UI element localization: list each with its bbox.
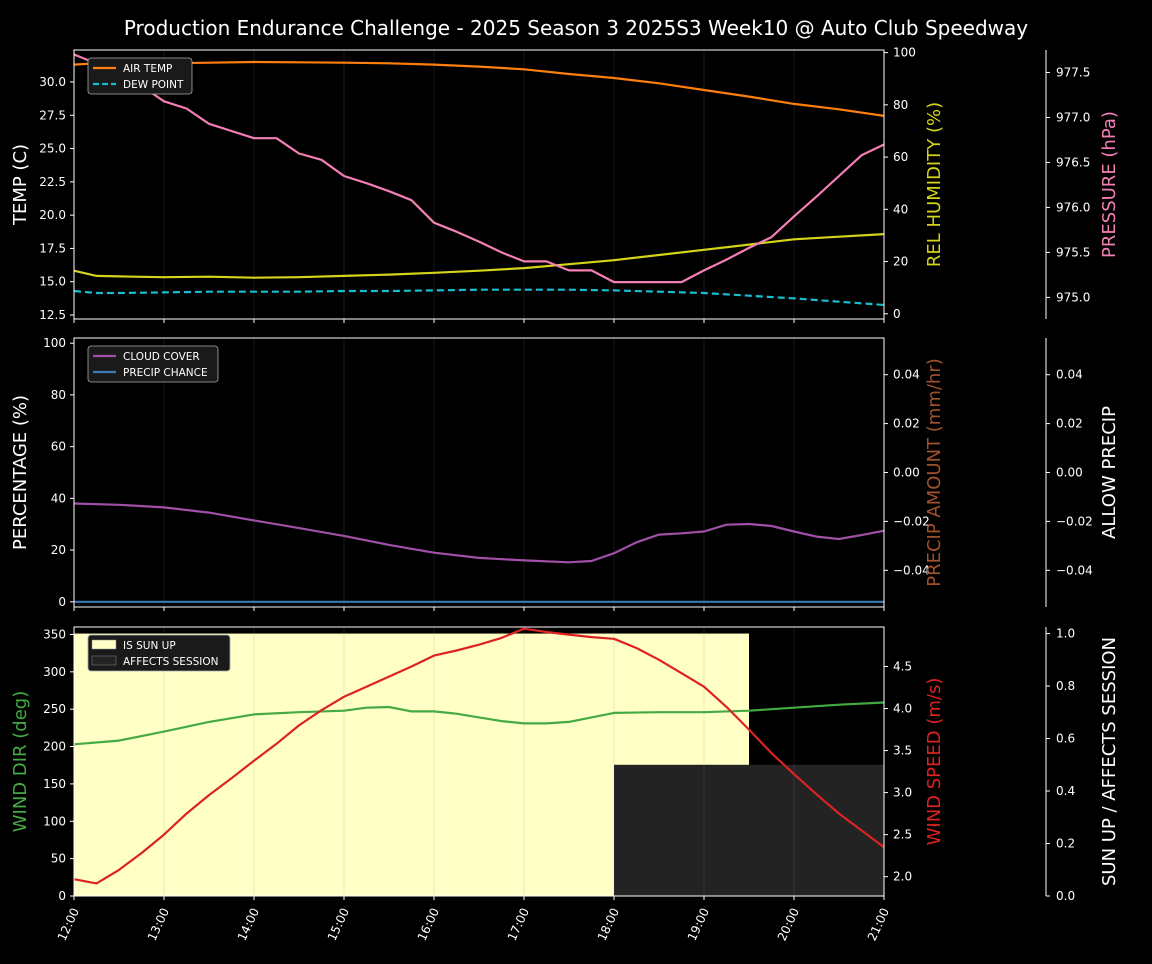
legend-swatch bbox=[91, 639, 117, 650]
right-tick-label: −0.04 bbox=[893, 563, 930, 577]
left-axis-label: TEMP (C) bbox=[10, 144, 31, 226]
right-tick-label: 0.02 bbox=[893, 417, 920, 431]
far-tick-label: 0.00 bbox=[1056, 466, 1083, 480]
left-tick-label: 40 bbox=[51, 491, 66, 505]
left-tick-label: 12.5 bbox=[39, 308, 66, 322]
chart-title: Production Endurance Challenge - 2025 Se… bbox=[124, 16, 1028, 40]
legend-label: CLOUD COVER bbox=[123, 351, 200, 363]
legend-swatch bbox=[91, 655, 117, 666]
right-axis-label: REL HUMIDITY (%) bbox=[924, 102, 945, 267]
right-tick-label: 20 bbox=[893, 255, 908, 269]
far-tick-label: 977.0 bbox=[1056, 110, 1090, 124]
far-tick-label: −0.04 bbox=[1056, 563, 1093, 577]
left-tick-label: 50 bbox=[51, 852, 66, 866]
right-axis-label: WIND SPEED (m/s) bbox=[924, 678, 945, 846]
far-tick-label: 0.4 bbox=[1056, 784, 1075, 798]
left-tick-label: 27.5 bbox=[39, 108, 66, 122]
left-tick-label: 20.0 bbox=[39, 208, 66, 222]
left-tick-label: 22.5 bbox=[39, 175, 66, 189]
legend-label: IS SUN UP bbox=[123, 640, 176, 652]
left-tick-label: 250 bbox=[43, 702, 66, 716]
far-tick-label: −0.02 bbox=[1056, 514, 1093, 528]
far-tick-label: 0.0 bbox=[1056, 889, 1075, 903]
right-tick-label: 0 bbox=[893, 307, 901, 321]
left-tick-label: 100 bbox=[43, 814, 66, 828]
right-tick-label: 0.04 bbox=[893, 368, 920, 382]
right-tick-label: 2.5 bbox=[893, 828, 912, 842]
far-tick-label: 0.02 bbox=[1056, 417, 1083, 431]
right-tick-label: 60 bbox=[893, 150, 908, 164]
left-tick-label: 300 bbox=[43, 665, 66, 679]
left-tick-label: 30.0 bbox=[39, 75, 66, 89]
right-tick-label: 40 bbox=[893, 202, 908, 216]
series-wind-dir bbox=[73, 701, 885, 746]
far-tick-label: 976.0 bbox=[1056, 200, 1090, 214]
far-tick-label: 976.5 bbox=[1056, 155, 1090, 169]
right-tick-label: 2.0 bbox=[893, 870, 912, 884]
far-axis-label: ALLOW PRECIP bbox=[1099, 406, 1120, 539]
far-tick-label: 1.0 bbox=[1056, 627, 1075, 641]
legend-label: DEW POINT bbox=[123, 79, 184, 91]
far-tick-label: 0.8 bbox=[1056, 679, 1075, 693]
right-axis-label: PRECIP AMOUNT (mm/hr) bbox=[924, 358, 945, 587]
temperature-panel: 12.5 15.0 17.5 20.0 22.5 25.0 27.5 30.0 0 20 40 60 8… bbox=[10, 46, 1120, 323]
series-pressure bbox=[73, 53, 885, 284]
left-tick-label: 0 bbox=[58, 889, 66, 903]
right-tick-label: 0.00 bbox=[893, 466, 920, 480]
legend-box bbox=[87, 634, 231, 672]
right-tick-label: 80 bbox=[893, 98, 908, 112]
right-tick-label: 100 bbox=[893, 46, 916, 60]
far-tick-label: 0.6 bbox=[1056, 732, 1075, 746]
right-tick-label: 4.5 bbox=[893, 660, 912, 674]
left-tick-label: 100 bbox=[43, 336, 66, 350]
legend-label: AIR TEMP bbox=[123, 63, 172, 75]
series-rel-humidity bbox=[73, 233, 885, 279]
left-tick-label: 17.5 bbox=[39, 241, 66, 255]
left-axis-label: WIND DIR (deg) bbox=[10, 691, 31, 833]
far-tick-label: 977.5 bbox=[1056, 65, 1090, 79]
band-affects-session bbox=[614, 764, 884, 896]
far-tick-label: 0.2 bbox=[1056, 837, 1075, 851]
right-tick-label: 3.5 bbox=[893, 744, 912, 758]
legend-box bbox=[87, 345, 219, 383]
wind-sun-panel: 0 50 100 150 200 250 300 350 2.0 2.5 3.0 3.5 4.0 4.5 0… bbox=[10, 626, 1120, 943]
cloud-precip-panel: 0 20 40 60 80 100 −0.04 −0.02 0.00 0.02 0.04 −0.04 −… bbox=[10, 336, 1120, 611]
left-tick-label: 20 bbox=[51, 543, 66, 557]
far-axis-label: PRESSURE (hPa) bbox=[1099, 111, 1120, 258]
right-tick-label: −0.02 bbox=[893, 514, 930, 528]
far-tick-label: 0.04 bbox=[1056, 368, 1083, 382]
left-tick-label: 0 bbox=[58, 595, 66, 609]
left-tick-label: 150 bbox=[43, 777, 66, 791]
plot-frame bbox=[73, 626, 885, 897]
left-tick-label: 200 bbox=[43, 740, 66, 754]
left-tick-label: 350 bbox=[43, 627, 66, 641]
left-tick-label: 25.0 bbox=[39, 142, 66, 156]
left-tick-label: 80 bbox=[51, 388, 66, 402]
left-tick-label: 60 bbox=[51, 440, 66, 454]
right-tick-label: 4.0 bbox=[893, 702, 912, 716]
series-cloud-cover bbox=[73, 502, 885, 564]
far-tick-label: 975.5 bbox=[1056, 245, 1090, 259]
far-axis-label: SUN UP / AFFECTS SESSION bbox=[1099, 637, 1120, 886]
left-tick-label: 15.0 bbox=[39, 275, 66, 289]
legend-label: AFFECTS SESSION bbox=[123, 656, 219, 668]
right-tick-label: 3.0 bbox=[893, 786, 912, 800]
series-wind-speed bbox=[73, 627, 885, 885]
left-axis-label: PERCENTAGE (%) bbox=[10, 395, 31, 550]
plot-frame bbox=[73, 49, 885, 320]
legend-label: PRECIP CHANCE bbox=[123, 367, 208, 379]
far-tick-label: 975.0 bbox=[1056, 290, 1090, 304]
